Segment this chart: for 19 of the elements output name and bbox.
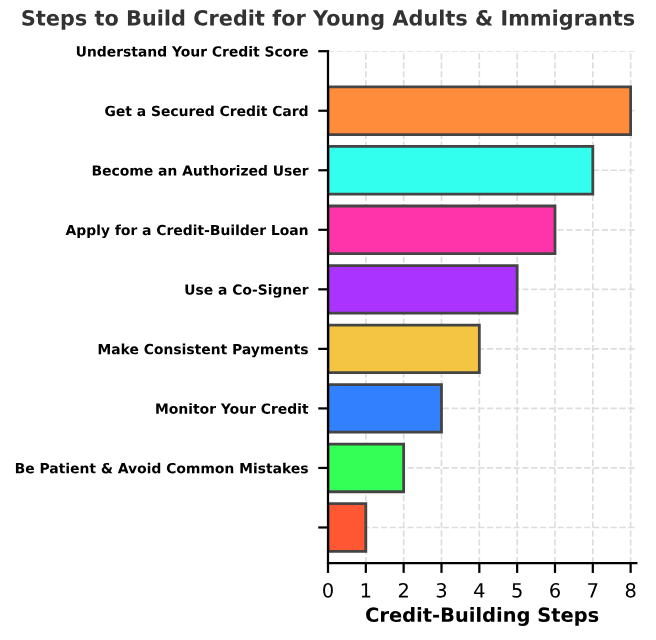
bar (328, 323, 481, 375)
x-tick-label: 1 (361, 583, 371, 598)
bar (328, 85, 633, 136)
x-tick-label: 6 (550, 582, 560, 598)
bar (328, 204, 557, 256)
x-tick-label: 8 (625, 582, 636, 598)
x-tick-label: 2 (398, 582, 408, 598)
x-tick-label: 3 (436, 582, 447, 598)
x-tick-label: 4 (474, 583, 485, 598)
bar (328, 442, 406, 494)
chart-title: Steps to Build Credit for Young Adults & Immigrants (22, 9, 635, 30)
x-tick-label: 0 (323, 582, 333, 598)
bar (328, 145, 595, 196)
bar (328, 383, 443, 434)
x-axis-title: Credit-Building Steps (366, 607, 599, 626)
x-tick-label: 7 (588, 583, 598, 598)
bar (328, 502, 368, 553)
x-tick-label: 5 (512, 583, 522, 598)
bar (328, 264, 519, 315)
